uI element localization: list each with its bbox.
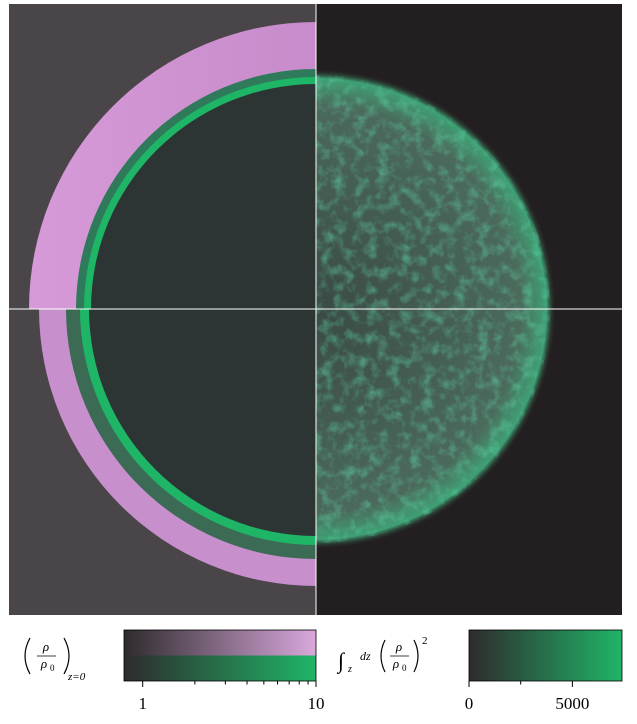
differential: dz: [360, 649, 371, 663]
denominator: ρ: [40, 656, 47, 671]
colorbar-frame: [123, 629, 317, 682]
colorbar: [124, 630, 316, 656]
slice-top: [29, 22, 316, 309]
colorbar: [124, 655, 316, 681]
colorbar-frame: [468, 629, 623, 682]
tick-label: 0: [465, 694, 474, 713]
denominator-subscript: 0: [50, 663, 55, 673]
tick-label: 5000: [555, 694, 589, 713]
exponent: 2: [422, 635, 428, 647]
colorbar-label: ∫ z dz ρ ρ 0 2: [336, 635, 428, 675]
tick-label: 1: [138, 694, 147, 713]
integral: ∫: [336, 648, 346, 674]
tick-label: 10: [308, 694, 325, 713]
subscript: z=0: [67, 671, 86, 683]
denominator: ρ: [392, 656, 399, 671]
colorbar-label: ρ ρ 0 z=0: [24, 637, 86, 683]
slice-bottom: [39, 309, 316, 586]
numerator: ρ: [395, 639, 402, 654]
numerator: ρ: [42, 639, 49, 654]
integral-subscript: z: [347, 664, 352, 675]
denominator-subscript: 0: [402, 663, 407, 673]
colorbar: [469, 630, 622, 681]
panels: [9, 4, 622, 615]
